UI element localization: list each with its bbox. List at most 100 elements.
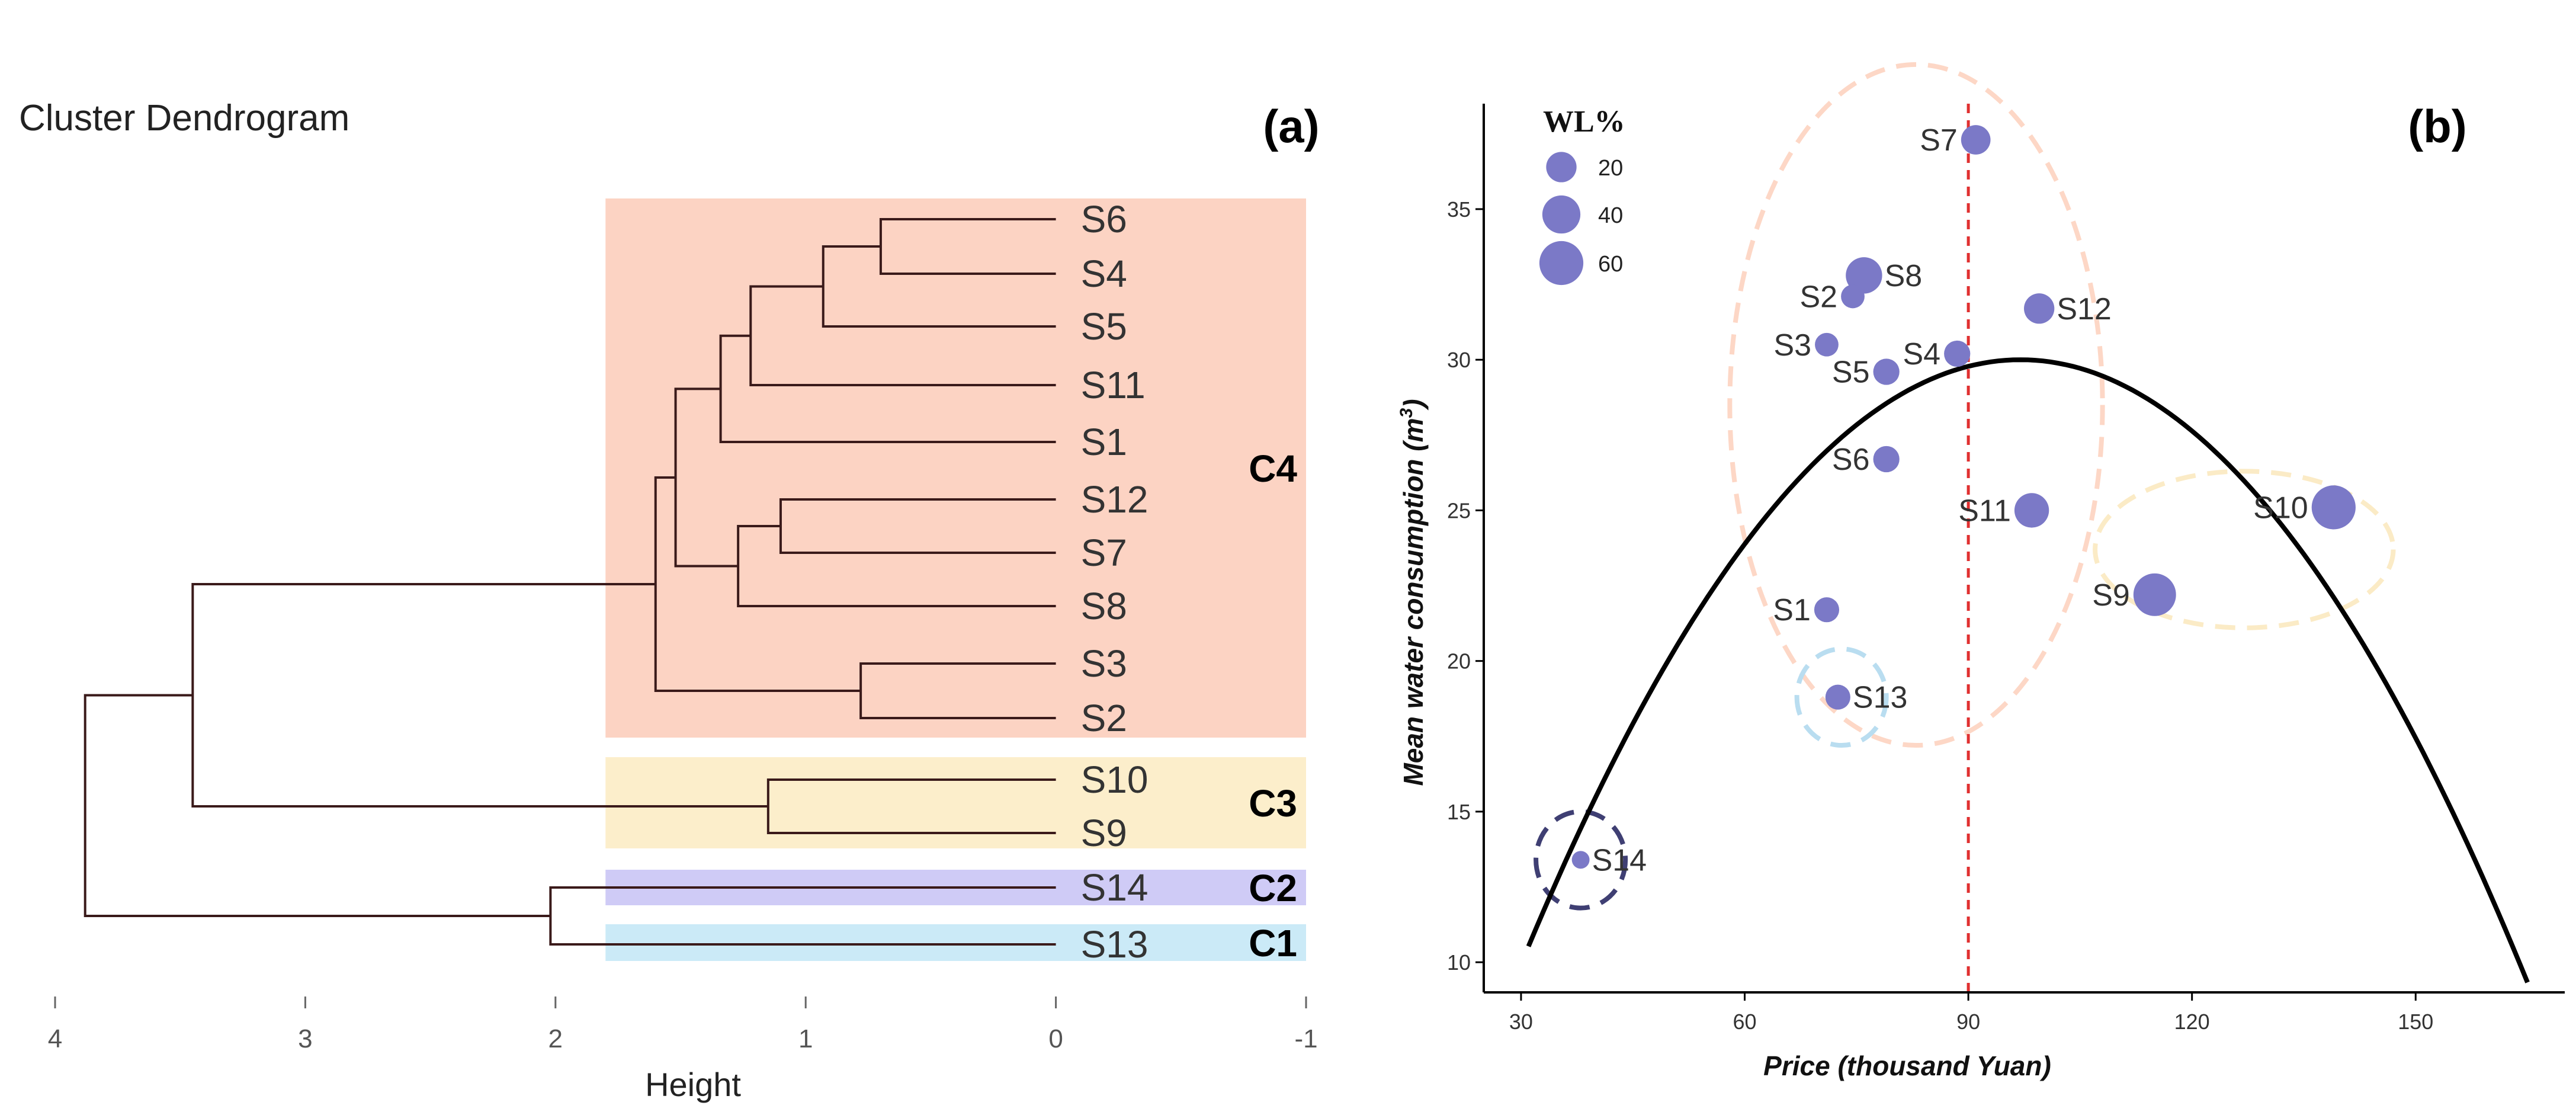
- point-label-s2: S2: [1800, 280, 1838, 314]
- point-labels: S7 S8 S2 S12 S3 S4 S5 S6 S11 S10 S9 S1 S13 S14: [1592, 123, 2308, 877]
- legend-label-20: 20: [1598, 156, 1623, 181]
- cluster-band-c4: [605, 198, 1306, 738]
- leaf-label-s6: S6: [1081, 198, 1127, 241]
- cluster-label-c1: C1: [1249, 922, 1297, 965]
- legend-swatch-20: [1546, 152, 1577, 182]
- scatter-x-tick-label-2: 90: [1956, 1010, 1980, 1034]
- scatter-point-s13: [1825, 684, 1850, 710]
- dendrogram-link-m2: [822, 245, 1056, 328]
- cluster-bands: [605, 198, 1306, 961]
- dendrogram-links: [84, 218, 1056, 946]
- scatter-y-tick-label-3: 25: [1447, 498, 1471, 523]
- cluster-ellipses: [1534, 62, 2396, 911]
- scatter-x-tick-label-1: 60: [1733, 1010, 1756, 1034]
- cluster-label-c2: C2: [1249, 867, 1297, 909]
- scatter-point-s2: [1841, 284, 1865, 309]
- point-label-s11: S11: [1958, 494, 2011, 528]
- leaf-label-s2: S2: [1081, 697, 1127, 739]
- leaf-label-s8: S8: [1081, 585, 1127, 627]
- scatter-y-axis-title: Mean water consumption (m3): [1397, 399, 1429, 786]
- y-axis-title-unit: m: [1398, 418, 1429, 442]
- scatter-point-s10: [2311, 485, 2356, 530]
- cluster-labels: C4 C3 C2 C1: [1249, 447, 1297, 965]
- legend-swatch-60: [1539, 241, 1584, 286]
- point-label-s6: S6: [1832, 443, 1870, 477]
- y-axis-title-exponent: 3: [1397, 408, 1416, 418]
- point-label-s12: S12: [2057, 292, 2112, 326]
- scatter-x-tick-label-4: 150: [2398, 1010, 2433, 1034]
- scatter-point-s4: [1944, 340, 1971, 367]
- leaf-label-s13: S13: [1081, 923, 1149, 966]
- cluster-label-c3: C3: [1249, 782, 1297, 825]
- dendrogram-link-m13: [84, 694, 551, 917]
- cluster-ellipse-c2: [1534, 809, 1628, 911]
- point-label-s9: S9: [2092, 578, 2130, 613]
- legend-label-60: 60: [1598, 252, 1623, 277]
- scatter-point-s3: [1815, 332, 1839, 357]
- point-label-s13: S13: [1853, 681, 1908, 715]
- dendrogram-x-axis-title: Height: [645, 1066, 741, 1103]
- scatter-point-s11: [2014, 493, 2049, 528]
- scatter-y-tick-label-2: 20: [1447, 649, 1471, 674]
- scatter-point-s1: [1814, 597, 1840, 623]
- leaf-label-s7: S7: [1081, 531, 1127, 574]
- scatter-y-tick-label-5: 35: [1447, 197, 1471, 222]
- scatter-y-tick-label-0: 10: [1447, 950, 1471, 975]
- leaf-label-s14: S14: [1081, 866, 1149, 909]
- dendro-tick-label-2: 2: [548, 1024, 563, 1053]
- leaf-label-s3: S3: [1081, 642, 1127, 685]
- cluster-label-c4: C4: [1249, 447, 1297, 490]
- point-label-s1: S1: [1773, 593, 1811, 627]
- y-axis-title-main: Mean water consumption (: [1398, 440, 1429, 786]
- scatter-x-tick-label-0: 30: [1509, 1010, 1533, 1034]
- scatter-x-axis-title: Price (thousand Yuan): [1763, 1050, 2051, 1081]
- leaf-label-s12: S12: [1081, 478, 1149, 521]
- leaf-labels: S6 S4 S5 S11 S1 S12 S7 S8 S3 S2 S10 S9 S14 S13: [1081, 198, 1149, 966]
- leaf-label-s11: S11: [1081, 364, 1146, 406]
- point-label-s7: S7: [1920, 123, 1958, 158]
- fitted-curve: [1526, 357, 2530, 983]
- panel-label-b: (b): [2408, 100, 2467, 152]
- scatter-x-tick-label-3: 120: [2174, 1010, 2210, 1034]
- dendro-tick-label-3: 1: [798, 1024, 813, 1053]
- scatter-y-tick-label-1: 15: [1447, 800, 1471, 824]
- y-axis-title-close: ): [1398, 399, 1429, 411]
- scatter-point-s14: [1571, 851, 1590, 869]
- scatter-point-s6: [1873, 446, 1900, 473]
- scatter-axes: 30 60 90 120 150 10 15 20 25 30 35: [1447, 104, 2565, 1034]
- scatter-y-tick-label-4: 30: [1447, 348, 1471, 372]
- scatter-point-s9: [2133, 573, 2176, 616]
- dendro-tick-label-1: 3: [298, 1024, 312, 1053]
- leaf-label-s10: S10: [1081, 758, 1149, 801]
- dendro-tick-label-4: 0: [1048, 1024, 1063, 1053]
- point-label-s10: S10: [2253, 491, 2308, 525]
- scatter-point-s8: [1846, 257, 1882, 294]
- scatter-point-s7: [1961, 125, 1991, 155]
- leaf-label-s4: S4: [1081, 252, 1127, 295]
- legend-swatch-40: [1542, 195, 1581, 234]
- cluster-ellipse-c1: [1794, 646, 1889, 748]
- dendro-tick-label-0: 4: [48, 1024, 62, 1053]
- dendrogram-title: Cluster Dendrogram: [19, 98, 349, 139]
- point-label-s3: S3: [1773, 328, 1811, 363]
- leaf-label-s5: S5: [1081, 305, 1127, 348]
- point-label-s14: S14: [1592, 843, 1647, 877]
- scatter-panel: S7 S8 S2 S12 S3 S4 S5 S6 S11 S10 S9 S1 S13 S14 30 60 90…: [1397, 62, 2565, 1081]
- height-axis: 4 3 2 1 0 -1: [48, 997, 1318, 1053]
- cluster-ellipse-c4: [1727, 62, 2105, 748]
- scatter-point-s12: [2024, 293, 2055, 324]
- point-label-s5: S5: [1832, 355, 1870, 390]
- dendro-tick-label-5: -1: [1294, 1024, 1317, 1053]
- dendrogram-link-m8: [859, 662, 1056, 719]
- leaf-label-s1: S1: [1081, 421, 1127, 463]
- panel-label-a: (a): [1263, 100, 1319, 152]
- scatter-point-s5: [1873, 358, 1900, 385]
- size-legend: WL% 20 40 60: [1539, 105, 1625, 286]
- point-label-s8: S8: [1885, 259, 1923, 293]
- point-label-s4: S4: [1903, 337, 1940, 371]
- cluster-band-c3: [605, 757, 1306, 848]
- scatter-points: [1571, 125, 2356, 869]
- legend-label-40: 40: [1598, 203, 1623, 228]
- cluster-band-c1: [605, 924, 1306, 961]
